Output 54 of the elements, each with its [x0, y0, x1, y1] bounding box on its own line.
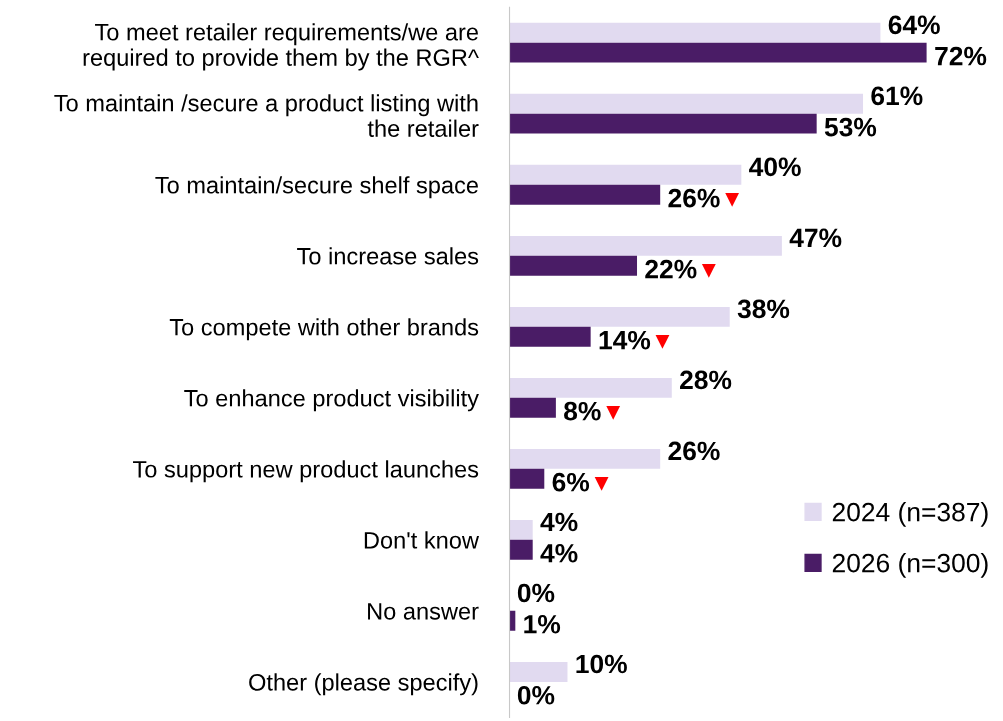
data-label: 1% — [524, 614, 561, 634]
data-label: 8% — [564, 401, 601, 421]
bar — [509, 184, 661, 205]
data-label: 40% — [749, 157, 801, 177]
annotation: ▼ — [725, 192, 740, 207]
bar — [509, 164, 742, 185]
annotation: ▼ — [606, 406, 621, 420]
bar — [509, 326, 591, 347]
y-tick-label: To maintain /secure a product listing with the retailer — [54, 94, 479, 137]
y-tick-label: No answer — [368, 603, 479, 620]
data-label: 38% — [737, 299, 790, 319]
annotation: ▼ — [594, 477, 609, 491]
data-label: 47% — [789, 228, 842, 248]
bar — [509, 519, 533, 540]
data-label: 26% — [668, 441, 720, 461]
annotation: ▼ — [655, 335, 670, 349]
data-label: 4% — [540, 512, 578, 532]
bar — [509, 397, 556, 418]
y-tick-label: To maintain/secure shelf space — [155, 176, 478, 199]
y-tick-label: To meet retailer requirements/we are required to provide them by the RGR^ — [83, 23, 479, 71]
bar — [509, 468, 545, 489]
bar — [509, 306, 730, 327]
bar — [509, 235, 782, 256]
legend-label: 2024 (n=387) — [832, 502, 988, 527]
y-tick-label: To compete with other brands — [169, 318, 479, 341]
y-tick-label: To increase sales — [297, 247, 479, 265]
data-label: 0% — [517, 583, 555, 603]
data-label: 72% — [935, 46, 987, 66]
y-tick-label: Don't know — [364, 531, 480, 549]
data-label: 4% — [540, 543, 578, 563]
bar — [509, 22, 881, 43]
bar — [509, 255, 638, 276]
data-label: 0% — [517, 685, 555, 705]
y-tick-label: To enhance product visibility — [184, 389, 479, 412]
bar — [509, 539, 533, 560]
bar — [509, 662, 568, 682]
bar — [509, 42, 927, 63]
data-label: 64% — [888, 15, 940, 35]
bar — [509, 113, 817, 134]
data-label: 22% — [645, 259, 697, 279]
annotation: ▼ — [701, 264, 716, 278]
bar — [509, 377, 672, 398]
data-label: 53% — [824, 117, 877, 137]
data-label: 61% — [871, 86, 923, 106]
legend-label: 2026 (n=300) — [832, 553, 988, 578]
data-label: 10% — [576, 654, 627, 674]
data-label: 26% — [668, 188, 720, 208]
y-tick-label: To support new product launches — [133, 460, 479, 483]
data-label: 28% — [680, 370, 732, 390]
bar — [509, 93, 864, 114]
y-tick-label: Other (please specify) — [249, 673, 478, 696]
data-label: 14% — [599, 330, 651, 350]
data-label: 6% — [552, 472, 590, 492]
bar — [509, 448, 661, 469]
